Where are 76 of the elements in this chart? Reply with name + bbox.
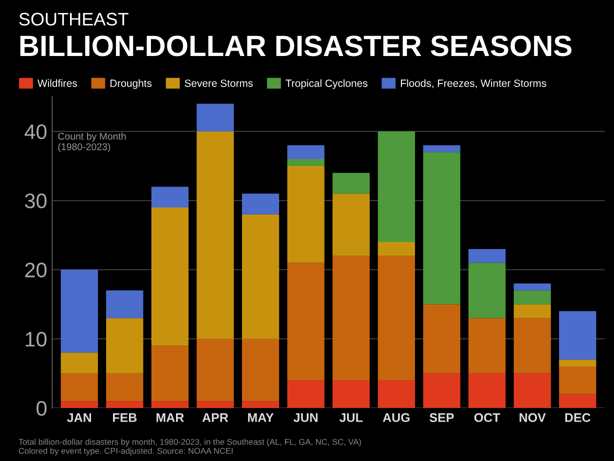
bar [106,401,144,408]
y-tick-label: 10 [26,332,47,347]
bar [378,131,416,242]
bar [151,186,189,208]
bar [196,338,234,402]
y-tick-label: 30 [24,194,47,208]
bar [514,284,551,290]
x-tick-label: FEB [113,413,137,422]
bar [378,256,416,380]
bar [287,262,324,380]
bar [332,380,370,408]
bar [378,242,416,256]
bar [151,346,189,402]
bar [468,373,506,408]
bar [423,145,460,152]
x-tick-label: NOV [520,413,546,422]
bar [60,401,98,408]
bar [106,318,144,374]
x-tick-label: JUL [340,413,363,422]
bar [423,152,460,304]
x-tick-label: OCT [474,413,500,422]
bar [332,172,370,194]
bar [559,394,596,408]
text: Total billion-dollar disasters by month, 1980-2023, in the Southeast (AL, FL, GA, NC, SC, VA) Colored by event type. CPI-adjusted. Source: NOAA NCEI [18,438,361,456]
bar [514,304,551,318]
bar [514,318,551,374]
bar [287,159,324,166]
bar [514,290,551,304]
x-tick-label: MAR [156,413,184,422]
bar [559,366,596,394]
bar [378,380,416,408]
bar [287,380,324,408]
bar [151,207,189,346]
bar [242,194,280,214]
bar [196,131,234,339]
y-tick-label: 40 [24,124,47,140]
bar [468,248,506,263]
x-tick-label: DEC [565,413,590,422]
y-tick-label: 20 [25,262,47,278]
bar [60,373,98,402]
x-tick-label: JUN [294,413,318,422]
chart-subtitle: SOUTHEAST [19,12,128,26]
x-tick-label: JAN [67,413,92,422]
bar [423,373,460,408]
x-tick-label: MAY [248,413,274,422]
bar [332,194,370,256]
bar [60,270,98,353]
bar [287,145,324,160]
annotation: Count by Month (1980-2023) [58,132,126,152]
bar [196,401,234,408]
bar [332,256,370,380]
bar [106,373,144,402]
legend-label: Tropical Cyclones [286,79,368,90]
bar [468,318,506,374]
bar [468,262,506,318]
bar [151,401,189,408]
x-tick-label: AUG [382,413,410,422]
y-tick-label: 0 [36,400,47,416]
bar [423,304,460,374]
bar [60,352,98,374]
legend-label: Severe Storms [184,80,253,87]
bar [559,311,596,360]
chart-title: BILLION-DOLLAR DISASTER SEASONS [20,36,572,56]
bar [514,373,551,408]
bar [106,290,144,318]
bar [559,360,596,366]
legend-label: Wildfires [38,79,78,87]
legend-label: Droughts [110,79,152,90]
x-tick-label: APR [202,413,228,422]
bar [242,214,280,339]
x-tick-label: SEP [430,413,454,422]
bar [196,104,234,132]
bar [287,166,324,263]
legend-label: Floods, Freezes, Winter Storms [400,79,546,88]
bar [242,401,280,408]
bar [242,338,280,402]
